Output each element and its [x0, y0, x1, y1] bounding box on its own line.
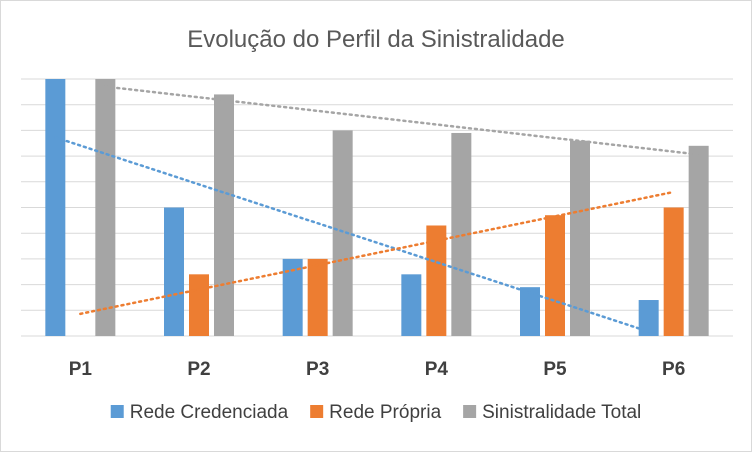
- legend-label: Rede Credenciada: [130, 402, 289, 423]
- bar-sinistralidade-total-p4: [451, 132, 472, 336]
- bar-rede-pr-pria-p2: [189, 274, 209, 336]
- trendline-sinistralidade-total: [104, 85, 700, 156]
- x-tick-label: P3: [306, 359, 329, 380]
- legend-item: Rede Própria: [310, 402, 442, 423]
- bar-rede-credenciada-p2: [164, 207, 184, 336]
- x-tick-label: P5: [543, 359, 567, 380]
- legend-swatch: [110, 405, 124, 418]
- bar-sinistralidade-total-p6: [688, 145, 709, 336]
- bar-rede-credenciada-p6: [638, 300, 659, 336]
- legend-item: Sinistralidade Total: [463, 402, 641, 423]
- bars: [45, 79, 709, 336]
- bar-rede-credenciada-p1: [45, 79, 66, 336]
- x-axis-ticks: P1 P2 P3 P4 P5 P6: [69, 359, 686, 380]
- bar-rede-credenciada-p3: [282, 258, 303, 336]
- trendline-rede-pr-pria: [79, 190, 675, 316]
- bar-rede-pr-pria-p6: [663, 207, 684, 336]
- legend-swatch: [310, 405, 324, 418]
- bar-rede-pr-pria-p3: [307, 258, 328, 336]
- chart-title: Evolução do Perfil da Sinistralidade: [187, 26, 565, 53]
- bar-rede-pr-pria-p5: [545, 215, 565, 336]
- bar-sinistralidade-total-p5: [570, 140, 590, 336]
- bar-sinistralidade-total-p3: [332, 130, 353, 336]
- trendline-rede-credenciada: [54, 136, 650, 333]
- legend-label: Rede Própria: [329, 402, 441, 423]
- legend-label: Sinistralidade Total: [482, 402, 641, 423]
- trendlines: [54, 85, 700, 333]
- legend-swatch: [463, 405, 477, 418]
- x-tick-label: P6: [662, 359, 685, 380]
- gridlines: [21, 78, 733, 337]
- x-tick-label: P2: [187, 359, 210, 380]
- bar-sinistralidade-total-p1: [95, 79, 116, 336]
- x-tick-label: P4: [425, 359, 449, 380]
- bar-sinistralidade-total-p2: [214, 94, 234, 336]
- x-tick-label: P1: [69, 359, 93, 380]
- bar-rede-credenciada-p5: [520, 287, 540, 336]
- bar-rede-pr-pria-p4: [426, 225, 447, 336]
- bar-rede-credenciada-p4: [401, 274, 422, 336]
- legend-item: Rede Credenciada: [110, 402, 289, 423]
- legend: Rede Credenciada Rede Própria Sinistralida…: [110, 402, 641, 423]
